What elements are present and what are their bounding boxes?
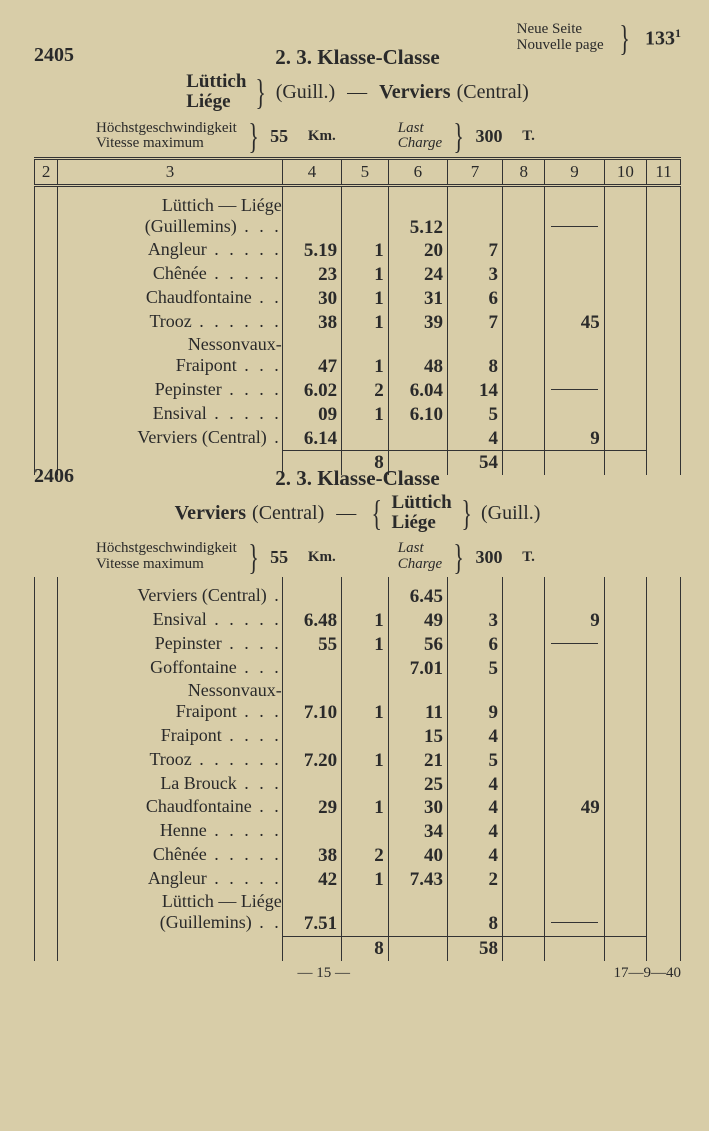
timetable-row: Nessonvaux- bbox=[35, 334, 681, 355]
footer-page: — 15 — bbox=[34, 965, 614, 982]
neue-seite-label: Neue Seite bbox=[517, 22, 604, 38]
station-name: Verviers (Central) . bbox=[58, 585, 283, 609]
klasse-header: 2. 3. Klasse-Classe bbox=[34, 466, 681, 491]
timetable-row: Ensival . . . . . 09 1 6.10 5 bbox=[35, 403, 681, 427]
timetable-row: Trooz . . . . . . 7.20 1 21 5 bbox=[35, 749, 681, 773]
timetable: Verviers (Central) . 6.45 Ensival . . . … bbox=[34, 577, 681, 961]
station-name: Chênée . . . . . bbox=[58, 844, 283, 868]
timetable-row: Goffontaine . . . 7.01 5 bbox=[35, 657, 681, 681]
timetable-row: (Guillemins) . . 7.51 8 bbox=[35, 912, 681, 936]
station-name: Fraipont . . . . bbox=[58, 725, 283, 749]
station-name: Verviers (Central) . bbox=[58, 427, 283, 451]
timetable-row: (Guillemins) . . . 5.12 bbox=[35, 216, 681, 240]
route-line: Verviers (Central) — { LüttichLiége } (G… bbox=[34, 493, 681, 533]
station-name: (Guillemins) . . bbox=[58, 912, 283, 936]
timetable-row: Verviers (Central) . 6.14 4 9 bbox=[35, 427, 681, 451]
station-name: Chaudfontaine . . bbox=[58, 796, 283, 820]
route-line: LüttichLiége } (Guill.) — Verviers (Cent… bbox=[34, 72, 681, 112]
timetable-row: Fraipont . . . 47 1 48 8 bbox=[35, 355, 681, 379]
station-name: Ensival . . . . . bbox=[58, 609, 283, 633]
timetable-row: Verviers (Central) . 6.45 bbox=[35, 585, 681, 609]
timetable-row: Ensival . . . . . 6.48 1 49 3 9 bbox=[35, 609, 681, 633]
column-headers: 2 3 4 5 6 7 8 9 10 11 bbox=[35, 158, 681, 185]
station-name: Nessonvaux- bbox=[58, 334, 283, 355]
station-name: La Brouck . . . bbox=[58, 773, 283, 797]
footer-date: 17—9—40 bbox=[614, 965, 682, 982]
timetable-row: Chaudfontaine . . 30 1 31 6 bbox=[35, 287, 681, 311]
schedule-block: 2405 2. 3. Klasse-Classe LüttichLiége } … bbox=[34, 44, 681, 475]
station-name: Pepinster . . . . bbox=[58, 633, 283, 657]
sum-row: 8 58 bbox=[35, 936, 681, 961]
station-name: Fraipont . . . bbox=[58, 701, 283, 725]
timetable-row: Fraipont . . . 7.10 1 11 9 bbox=[35, 701, 681, 725]
timetable: 2 3 4 5 6 7 8 9 10 11 Lüttich — Liége (G… bbox=[34, 157, 681, 476]
schedule-block: 2406 2. 3. Klasse-Classe Verviers (Centr… bbox=[34, 465, 681, 961]
brace-icon: } bbox=[619, 22, 629, 54]
station-name: Lüttich — Liége bbox=[58, 891, 283, 912]
station-name: Trooz . . . . . . bbox=[58, 749, 283, 773]
timetable-row: Pepinster . . . . 55 1 56 6 bbox=[35, 633, 681, 657]
timetable-row: Henne . . . . . 34 4 bbox=[35, 820, 681, 844]
station-name: Angleur . . . . . bbox=[58, 239, 283, 263]
footer: — 15 — 17—9—40 bbox=[34, 965, 681, 982]
station-name: Nessonvaux- bbox=[58, 680, 283, 701]
station-name: Angleur . . . . . bbox=[58, 868, 283, 892]
station-name: Ensival . . . . . bbox=[58, 403, 283, 427]
station-name: Chaudfontaine . . bbox=[58, 287, 283, 311]
station-name: Trooz . . . . . . bbox=[58, 311, 283, 335]
timetable-row: Trooz . . . . . . 38 1 39 7 45 bbox=[35, 311, 681, 335]
station-name: Henne . . . . . bbox=[58, 820, 283, 844]
station-name: Goffontaine . . . bbox=[58, 657, 283, 681]
speed-row: HöchstgeschwindigkeitVitesse maximum } 5… bbox=[96, 541, 681, 573]
timetable-row: Angleur . . . . . 42 1 7.43 2 bbox=[35, 868, 681, 892]
timetable-row: Lüttich — Liége bbox=[35, 195, 681, 216]
station-name: (Guillemins) . . . bbox=[58, 216, 283, 240]
nouvelle-page-label: Nouvelle page bbox=[517, 38, 604, 54]
station-name: Chênée . . . . . bbox=[58, 263, 283, 287]
station-name: Pepinster . . . . bbox=[58, 379, 283, 403]
station-name: Fraipont . . . bbox=[58, 355, 283, 379]
timetable-row: La Brouck . . . 25 4 bbox=[35, 773, 681, 797]
timetable-row: Chaudfontaine . . 29 1 30 4 49 bbox=[35, 796, 681, 820]
timetable-row: Fraipont . . . . 15 4 bbox=[35, 725, 681, 749]
timetable-row: Pepinster . . . . 6.02 2 6.04 14 bbox=[35, 379, 681, 403]
speed-row: HöchstgeschwindigkeitVitesse maximum } 5… bbox=[96, 120, 681, 152]
timetable-row: Chênée . . . . . 38 2 40 4 bbox=[35, 844, 681, 868]
timetable-row: Chênée . . . . . 23 1 24 3 bbox=[35, 263, 681, 287]
page-number: 1331 bbox=[645, 26, 681, 51]
timetable-row: Angleur . . . . . 5.19 1 20 7 bbox=[35, 239, 681, 263]
timetable-row: Nessonvaux- bbox=[35, 680, 681, 701]
timetable-row: Lüttich — Liége bbox=[35, 891, 681, 912]
station-name: Lüttich — Liége bbox=[58, 195, 283, 216]
